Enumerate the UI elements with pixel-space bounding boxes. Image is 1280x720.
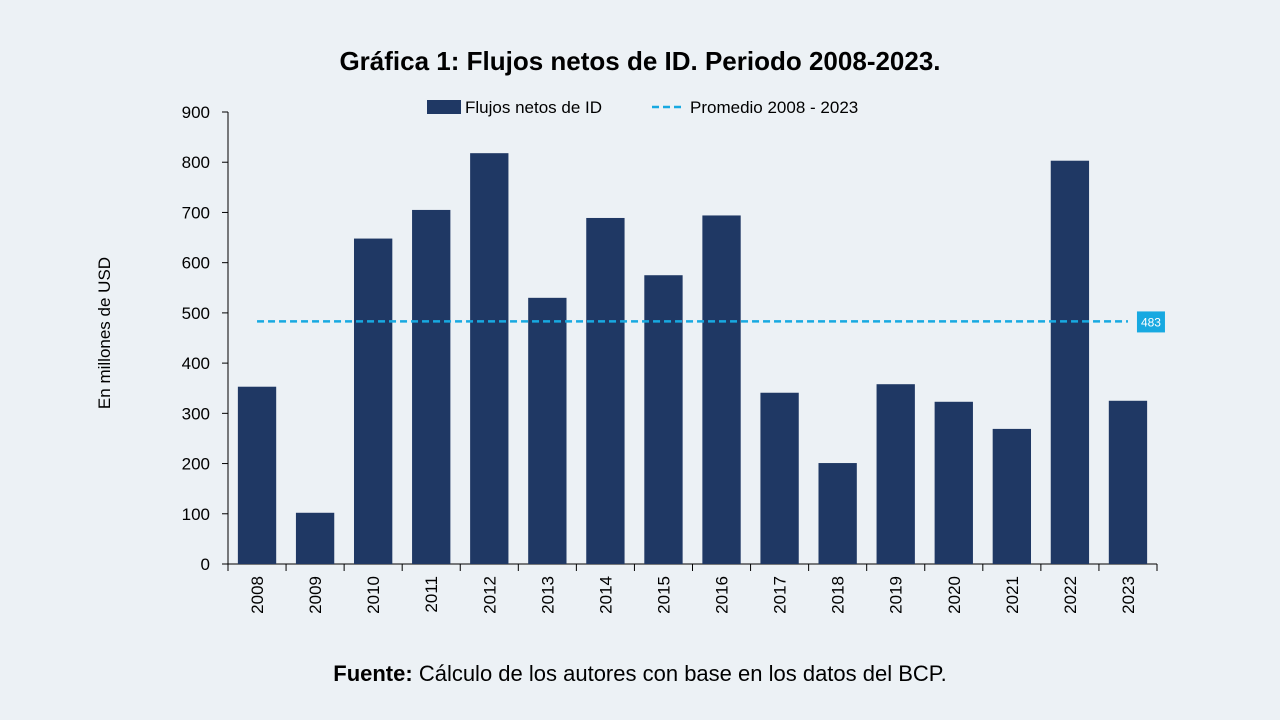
x-tick-label: 2022 xyxy=(1061,576,1080,614)
bar-series xyxy=(237,153,1148,565)
y-tick-label: 600 xyxy=(182,254,210,273)
source-note: Fuente: Cálculo de los autores con base … xyxy=(333,661,947,686)
bar xyxy=(470,153,509,564)
average-value-label: 483 xyxy=(1141,315,1161,329)
x-tick-label: 2017 xyxy=(771,576,790,614)
x-tick-label: 2019 xyxy=(887,576,906,614)
legend-label-average: Promedio 2008 - 2023 xyxy=(690,98,858,117)
x-tick-label: 2023 xyxy=(1119,576,1138,614)
bar xyxy=(992,428,1032,564)
bar xyxy=(353,238,393,564)
bar xyxy=(412,209,451,564)
chart-legend: Flujos netos de ID Promedio 2008 - 2023 xyxy=(427,98,858,117)
bar xyxy=(760,392,799,564)
source-text: Cálculo de los autores con base en los d… xyxy=(413,661,947,686)
y-tick-label: 300 xyxy=(182,404,210,423)
y-tick-label: 200 xyxy=(182,455,210,474)
y-axis-label: En millones de USD xyxy=(95,257,114,409)
x-tick-label: 2014 xyxy=(596,576,615,614)
y-tick-label: 800 xyxy=(182,153,210,172)
bar xyxy=(295,512,335,564)
x-tick-label: 2010 xyxy=(364,576,383,614)
y-tick-label: 700 xyxy=(182,203,210,222)
x-tick-label: 2020 xyxy=(945,576,964,614)
chart-title: Gráfica 1: Flujos netos de ID. Periodo 2… xyxy=(339,46,940,76)
y-tick-label: 900 xyxy=(182,103,210,122)
legend-swatch-bars xyxy=(427,100,461,114)
bar xyxy=(237,386,277,564)
x-tick-label: 2012 xyxy=(480,576,499,614)
x-tick-label: 2011 xyxy=(422,576,441,613)
x-tick-label: 2021 xyxy=(1003,576,1022,614)
bar xyxy=(702,215,741,565)
x-axis: 2008 2009 2010 2011 2012 2013 2014 2015 2016 2017… xyxy=(227,563,1158,614)
y-tick-label: 500 xyxy=(182,304,210,323)
y-axis: 0 100 200 300 400 500 600 700 800 900 xyxy=(182,103,229,574)
x-tick-label: 2009 xyxy=(306,576,325,614)
y-tick-label: 0 xyxy=(201,555,210,574)
average-label-box xyxy=(1136,311,1165,333)
y-tick-label: 100 xyxy=(182,505,210,524)
average-line-group: 483 xyxy=(257,311,1165,333)
bar xyxy=(818,463,857,564)
y-tick-label: 400 xyxy=(182,354,210,373)
x-tick-label: 2016 xyxy=(713,576,732,614)
x-tick-label: 2013 xyxy=(538,576,557,614)
bar xyxy=(528,297,567,564)
bar xyxy=(934,401,973,564)
x-tick-label: 2018 xyxy=(829,576,848,614)
legend-label-bars: Flujos netos de ID xyxy=(465,98,602,117)
bar xyxy=(586,217,625,565)
bar xyxy=(644,275,683,564)
bar xyxy=(1050,160,1090,564)
x-tick-label: 2015 xyxy=(654,576,673,614)
bar xyxy=(876,384,915,564)
source-label: Fuente: xyxy=(333,661,412,686)
bar xyxy=(1108,400,1148,564)
x-tick-label: 2008 xyxy=(248,576,267,614)
